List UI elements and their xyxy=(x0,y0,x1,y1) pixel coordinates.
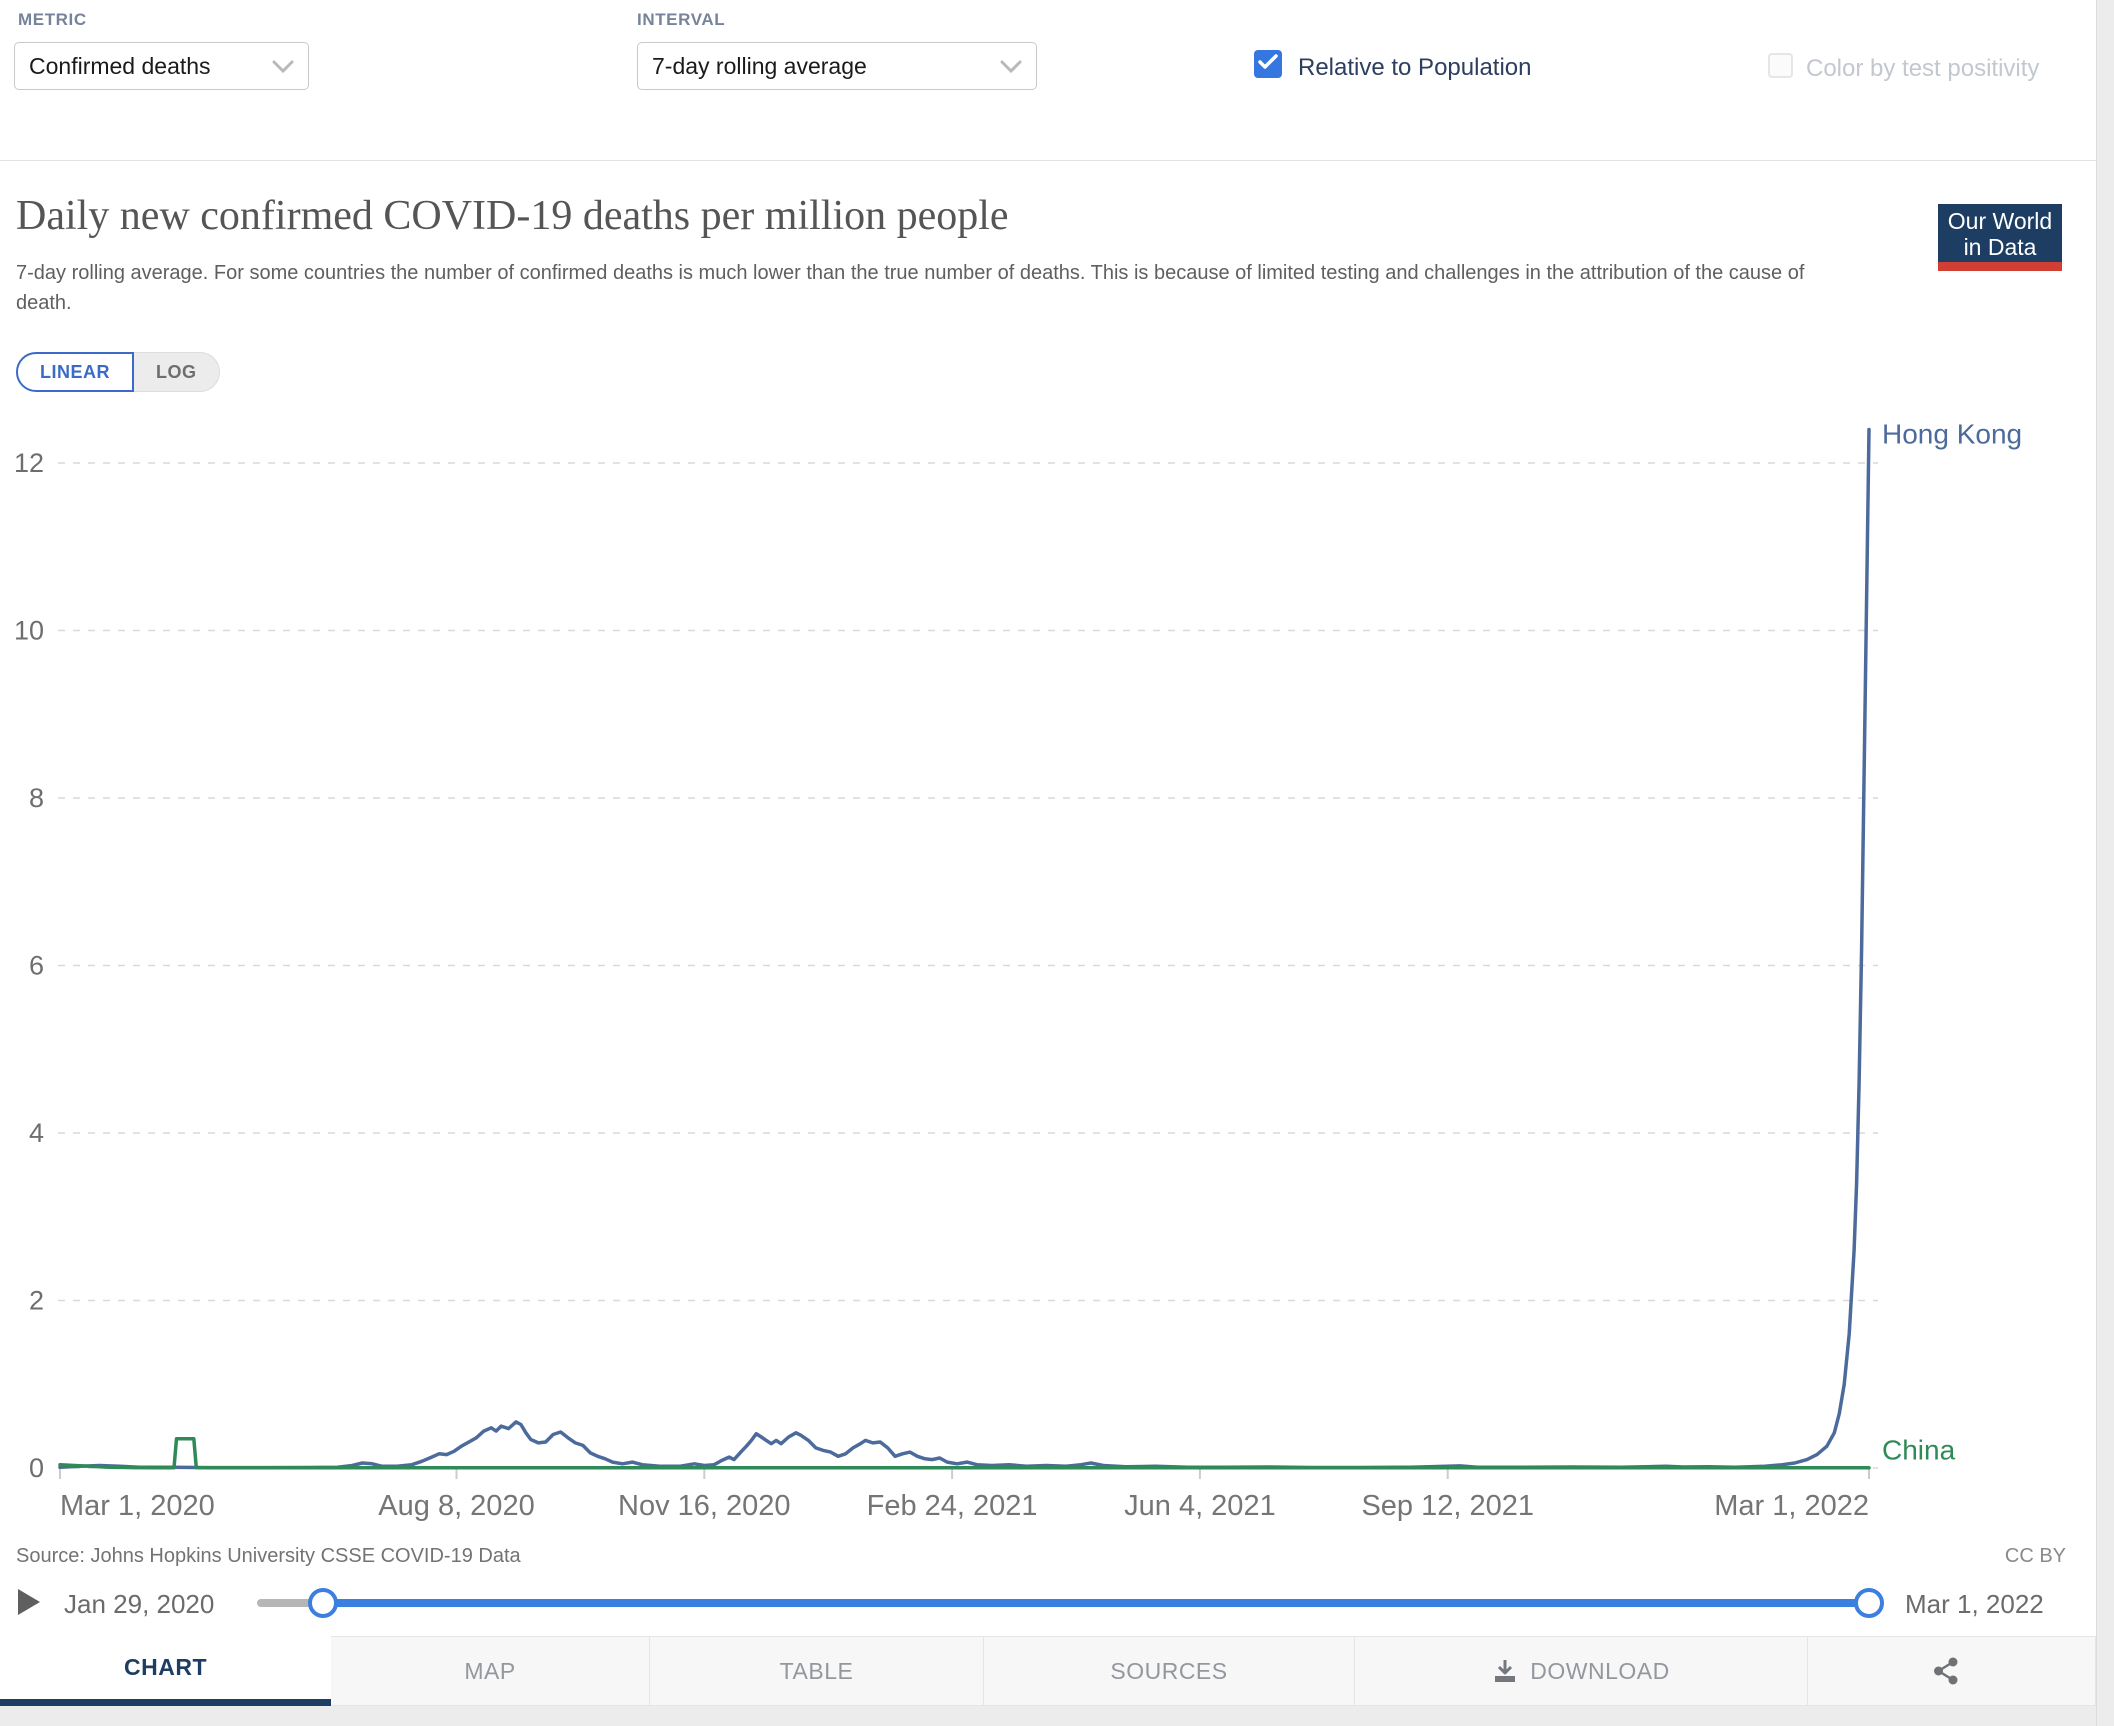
chevron-down-icon xyxy=(272,53,294,80)
x-tick-label: Sep 12, 2021 xyxy=(1361,1490,1534,1522)
metric-select-value: Confirmed deaths xyxy=(29,52,211,79)
relative-to-population-checkbox[interactable] xyxy=(1254,50,1282,78)
y-tick-label: 0 xyxy=(29,1453,44,1483)
metric-select[interactable]: Confirmed deaths xyxy=(14,42,309,90)
series-label-china[interactable]: China xyxy=(1882,1435,1956,1466)
series-end-labels: Hong Kong China xyxy=(1882,419,2022,1466)
source-note: Source: Johns Hopkins University CSSE CO… xyxy=(16,1545,521,1567)
tab-map[interactable]: MAP xyxy=(331,1636,650,1706)
series-line-china[interactable] xyxy=(58,1436,1871,1470)
x-tick-label: Mar 1, 2020 xyxy=(60,1490,215,1522)
page-title: Daily new confirmed COVID-19 deaths per … xyxy=(16,193,1009,239)
controls-bar: METRIC Confirmed deaths INTERVAL 7-day r… xyxy=(0,0,2096,161)
chart-area: 0 2 4 6 8 10 12 Mar 1, 2020 Aug 8, 2020 Nov 16, … xyxy=(0,410,2096,1550)
tab-chart-label: CHART xyxy=(124,1654,207,1680)
owid-chart-panel: METRIC Confirmed deaths INTERVAL 7-day r… xyxy=(0,0,2096,1706)
checkmark-icon xyxy=(1258,53,1278,75)
timeline-slider-track[interactable] xyxy=(257,1599,1878,1607)
log-scale-button[interactable]: LOG xyxy=(134,352,220,392)
tab-table-label: TABLE xyxy=(779,1657,854,1684)
tab-sources-label: SOURCES xyxy=(1110,1657,1228,1684)
linear-scale-button[interactable]: LINEAR xyxy=(16,352,134,392)
relative-to-population-label[interactable]: Relative to Population xyxy=(1298,54,1532,81)
line-chart[interactable]: 0 2 4 6 8 10 12 Mar 1, 2020 Aug 8, 2020 Nov 16, … xyxy=(0,410,2096,1550)
interval-select[interactable]: 7-day rolling average xyxy=(637,42,1037,90)
timeline-end-handle[interactable] xyxy=(1854,1588,1884,1618)
chevron-down-icon xyxy=(1000,53,1022,80)
timeline-start-date: Jan 29, 2020 xyxy=(64,1589,215,1619)
series-line-hong-kong[interactable] xyxy=(58,427,1871,1470)
tab-download[interactable]: DOWNLOAD xyxy=(1355,1636,1808,1706)
page-background-bottom xyxy=(0,1706,2114,1726)
tab-map-label: MAP xyxy=(464,1657,516,1684)
tab-download-label: DOWNLOAD xyxy=(1530,1657,1670,1684)
share-icon xyxy=(1933,1657,1959,1685)
x-tick-label: Aug 8, 2020 xyxy=(378,1490,534,1522)
chart-subtitle: 7-day rolling average. For some countrie… xyxy=(16,262,1805,314)
color-by-test-positivity-checkbox[interactable] xyxy=(1768,53,1793,78)
page-background-right xyxy=(2096,0,2114,1726)
timeline-slider-active-range xyxy=(323,1599,1869,1607)
tab-share[interactable] xyxy=(1808,1636,2096,1706)
tab-chart[interactable]: CHART xyxy=(0,1636,331,1706)
scale-toggle: LINEAR LOG xyxy=(16,352,220,392)
play-icon[interactable] xyxy=(18,1589,40,1615)
series-label-hong-kong[interactable]: Hong Kong xyxy=(1882,419,2022,450)
download-icon xyxy=(1492,1658,1518,1684)
timeline-end-date: Mar 1, 2022 xyxy=(1905,1589,2044,1619)
interval-label: INTERVAL xyxy=(637,10,726,29)
y-tick-label: 6 xyxy=(29,951,44,981)
y-tick-label: 4 xyxy=(29,1118,44,1148)
series-lines xyxy=(58,427,1871,1470)
x-tick-label: Jun 4, 2021 xyxy=(1124,1490,1276,1522)
x-axis-labels: Mar 1, 2020 Aug 8, 2020 Nov 16, 2020 Feb 24… xyxy=(59,1468,1870,1522)
interval-select-value: 7-day rolling average xyxy=(652,52,867,79)
y-tick-label: 12 xyxy=(14,448,44,478)
x-tick-label: Mar 1, 2022 xyxy=(1714,1490,1869,1522)
color-by-test-positivity-label[interactable]: Color by test positivity xyxy=(1806,55,2040,82)
timeline-start-handle[interactable] xyxy=(308,1588,338,1618)
logo-red-bar xyxy=(1938,262,2062,271)
our-world-in-data-logo[interactable]: Our World in Data xyxy=(1938,204,2062,271)
gridlines: 0 2 4 6 8 10 12 xyxy=(14,448,1878,1483)
logo-text-line1: Our World xyxy=(1947,208,2053,234)
y-tick-label: 8 xyxy=(29,783,44,813)
bottom-tab-bar: CHART MAP TABLE SOURCES DOWNLOAD xyxy=(0,1636,2096,1706)
license-badge[interactable]: CC BY xyxy=(2004,1545,2066,1567)
y-tick-label: 2 xyxy=(29,1286,44,1316)
x-tick-label: Feb 24, 2021 xyxy=(867,1490,1038,1522)
y-tick-label: 10 xyxy=(14,616,44,646)
logo-text-line2: in Data xyxy=(1963,234,2037,260)
tab-table[interactable]: TABLE xyxy=(650,1636,984,1706)
x-tick-label: Nov 16, 2020 xyxy=(618,1490,791,1522)
metric-label: METRIC xyxy=(18,10,87,29)
tab-sources[interactable]: SOURCES xyxy=(984,1636,1355,1706)
